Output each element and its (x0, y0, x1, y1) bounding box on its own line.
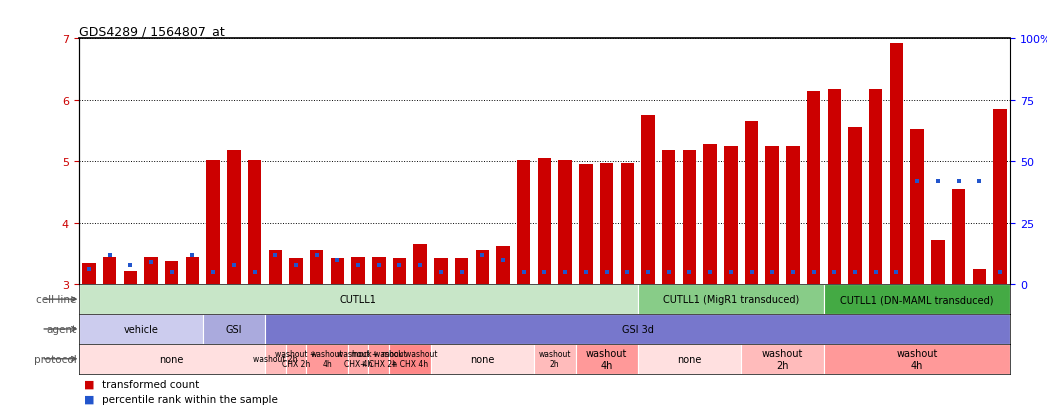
Bar (348, 344, 369, 374)
Text: CUTLL1 (DN-MAML transduced): CUTLL1 (DN-MAML transduced) (841, 294, 994, 304)
Text: GSI: GSI (225, 324, 242, 334)
Bar (683, 151, 696, 285)
Text: agent: agent (46, 324, 76, 334)
Bar (952, 190, 965, 285)
Bar (538, 159, 551, 285)
Bar (331, 259, 344, 285)
Bar (973, 269, 986, 285)
Bar (248, 161, 262, 285)
Text: GSI 3d: GSI 3d (622, 324, 653, 334)
Bar (827, 90, 841, 285)
Bar (576, 344, 638, 374)
Bar (307, 344, 348, 374)
Bar (662, 151, 675, 285)
Bar (744, 122, 758, 285)
Bar (227, 151, 241, 285)
Text: percentile rank within the sample: percentile rank within the sample (102, 394, 277, 404)
Bar (890, 44, 904, 285)
Bar (372, 257, 385, 285)
Bar (268, 251, 282, 285)
Bar (82, 263, 95, 285)
Bar (454, 259, 468, 285)
Text: washout
2h: washout 2h (762, 348, 803, 370)
Bar (807, 91, 821, 285)
Bar (206, 161, 220, 285)
Bar (165, 261, 178, 285)
Bar (393, 259, 406, 285)
Bar (994, 110, 1007, 285)
Text: ■: ■ (84, 394, 94, 404)
Text: mock washout
+ CHX 2h: mock washout + CHX 2h (351, 349, 406, 368)
Text: washout
2h: washout 2h (538, 349, 571, 368)
Bar (911, 130, 923, 285)
Bar (765, 147, 779, 285)
Bar (869, 90, 883, 285)
Text: washout +
CHX 2h: washout + CHX 2h (275, 349, 316, 368)
Bar (369, 344, 389, 374)
Bar (352, 257, 364, 285)
Bar (203, 314, 265, 344)
Bar (517, 161, 531, 285)
Bar (414, 244, 427, 285)
Bar (741, 344, 824, 374)
Bar (824, 344, 1010, 374)
Bar (144, 257, 158, 285)
Bar (310, 251, 324, 285)
Bar (786, 147, 800, 285)
Bar (185, 257, 199, 285)
Text: washout +
CHX 4h: washout + CHX 4h (337, 349, 379, 368)
Bar (641, 116, 654, 285)
Bar (725, 147, 737, 285)
Bar (704, 145, 717, 285)
Bar (124, 271, 137, 285)
Bar (475, 251, 489, 285)
Text: vehicle: vehicle (124, 324, 158, 334)
Bar (286, 344, 307, 374)
Text: washout
4h: washout 4h (311, 349, 343, 368)
Bar (621, 163, 634, 285)
Text: protocol: protocol (34, 354, 76, 364)
Bar (265, 344, 286, 374)
Bar (638, 344, 741, 374)
Text: none: none (159, 354, 184, 364)
Bar (600, 163, 614, 285)
Bar (289, 259, 303, 285)
Bar (103, 257, 116, 285)
Text: ■: ■ (84, 379, 94, 389)
Bar (579, 165, 593, 285)
Text: GDS4289 / 1564807_at: GDS4289 / 1564807_at (79, 25, 224, 38)
Bar (435, 259, 448, 285)
Text: CUTLL1 (MigR1 transduced): CUTLL1 (MigR1 transduced) (663, 294, 799, 304)
Bar (430, 344, 534, 374)
Text: washout
4h: washout 4h (896, 348, 938, 370)
Text: washout 2h: washout 2h (253, 354, 297, 363)
Text: none: none (677, 354, 701, 364)
Bar (265, 314, 1010, 344)
Bar (558, 161, 572, 285)
Text: cell line: cell line (37, 294, 76, 304)
Bar (496, 247, 510, 285)
Text: mock washout
+ CHX 4h: mock washout + CHX 4h (382, 349, 438, 368)
Bar (79, 344, 265, 374)
Bar (389, 344, 430, 374)
Bar (79, 314, 203, 344)
Bar (824, 285, 1010, 314)
Bar (931, 240, 944, 285)
Text: none: none (470, 354, 494, 364)
Text: CUTLL1: CUTLL1 (339, 294, 377, 304)
Text: transformed count: transformed count (102, 379, 199, 389)
Bar (79, 285, 638, 314)
Bar (848, 128, 862, 285)
Text: washout
4h: washout 4h (586, 348, 627, 370)
Bar (638, 285, 824, 314)
Bar (534, 344, 576, 374)
